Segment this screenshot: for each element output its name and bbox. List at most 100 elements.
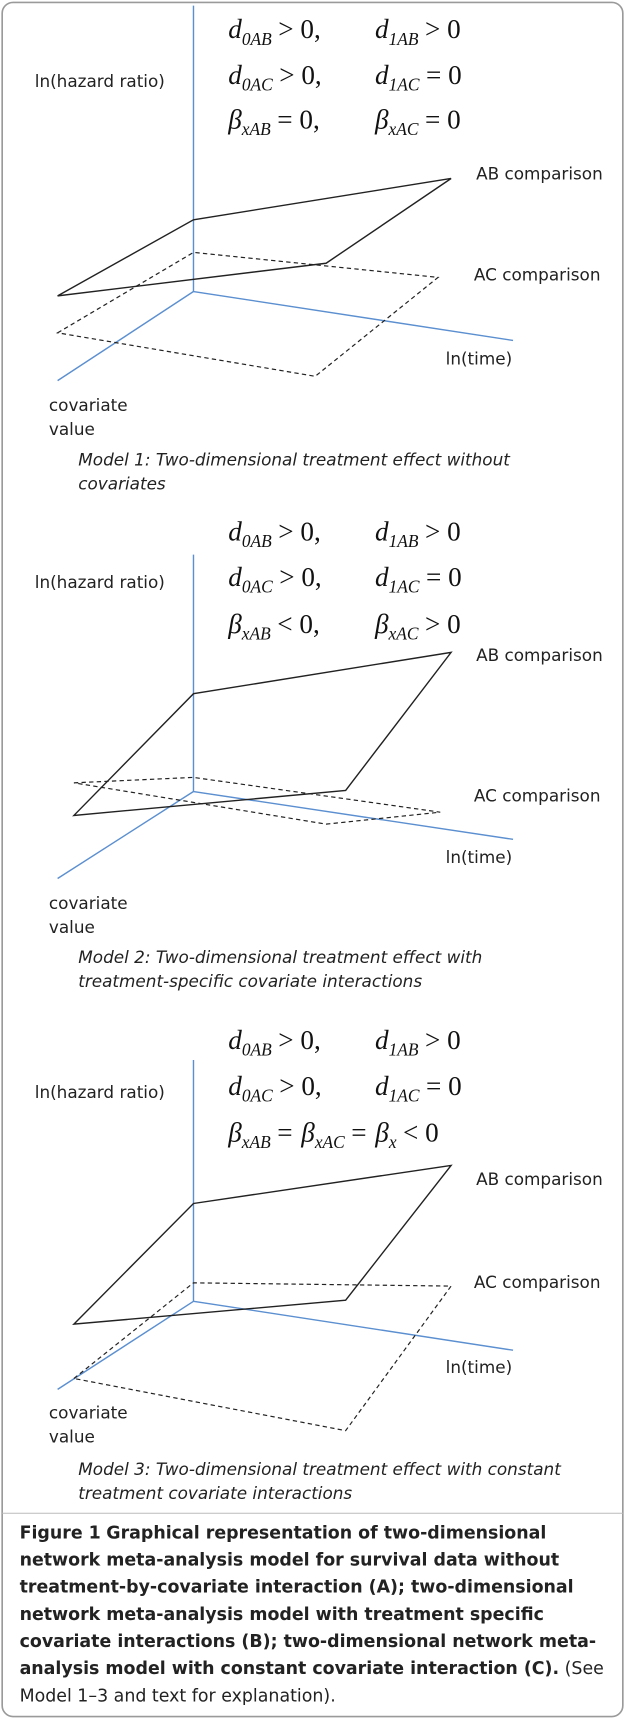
equation-relation: > 0 (425, 516, 461, 546)
equation-subscript: x (388, 1133, 397, 1152)
equation-symbol: d (375, 1025, 389, 1055)
figure-caption-bold: Graphical representation of two-dimensio… (19, 1521, 597, 1679)
plane-label: AC comparison (474, 265, 601, 285)
time-axis (193, 1300, 514, 1351)
equation-symbol: β (374, 1118, 389, 1148)
equation: d0AC > 0, d1AC = 0 (228, 60, 461, 95)
covariate-axis (57, 290, 194, 382)
equation-symbol: d (228, 60, 242, 90)
equation-symbol: d (375, 516, 389, 546)
ac-plane (55, 251, 440, 377)
y-axis-label: ln(hazard ratio) (35, 1082, 165, 1102)
equation-subscript: 1AB (389, 1041, 419, 1060)
z-axis-label: covariate (49, 1403, 128, 1423)
equation-relation: > 0, (279, 60, 321, 90)
figure-caption-box: Figure 1 Graphical representation of two… (20, 1519, 612, 1709)
plane-label: AC comparison (474, 1272, 601, 1292)
ac-plane (72, 1282, 453, 1432)
equation-subscript: 1AC (389, 75, 420, 94)
equation-subscript: 0AC (242, 1086, 273, 1105)
equation: βxAB = 0, βxAC = 0 (227, 104, 460, 139)
equation-relation: = 0 (426, 60, 462, 90)
equation-relation: = (277, 1118, 292, 1148)
equation-subscript: 1AC (389, 1086, 420, 1105)
time-axis (193, 290, 514, 342)
z-axis-label: covariate (49, 395, 128, 415)
equation-relation: > 0 (425, 609, 461, 639)
panel: ln(hazard ratio) ln(time) covariate value AB… (35, 1025, 603, 1503)
equation: βxAB < 0, βxAC > 0 (227, 609, 460, 644)
panel: ln(hazard ratio) ln(time) covariate value AB… (35, 516, 603, 991)
equation-symbol: d (375, 562, 389, 592)
ab-plane (72, 1164, 453, 1326)
x-axis-label: ln(time) (446, 1357, 513, 1377)
equation-subscript: xAB (241, 120, 271, 139)
equation: d0AB > 0, d1AB > 0 (228, 1025, 460, 1060)
equation-relation: > 0, (278, 1025, 320, 1055)
equation: d0AB > 0, d1AB > 0 (228, 14, 460, 49)
equation-subscript: xAC (388, 120, 419, 139)
equation-symbol: β (374, 609, 389, 639)
equation-subscript: 0AC (242, 75, 273, 94)
equation-subscript: 1AB (389, 532, 419, 551)
equation-symbol: d (228, 1071, 242, 1101)
equation-subscript: 1AC (389, 578, 420, 597)
equation-relation: > 0, (279, 1071, 321, 1101)
panel-caption: treatment covariate interactions (78, 1483, 352, 1503)
covariate-axis (57, 1300, 194, 1390)
z-axis-label: value (49, 1427, 95, 1447)
figure-caption: Figure 1 Graphical representation of two… (20, 1519, 612, 1709)
equation-symbol: d (375, 1071, 389, 1101)
panel: ln(hazard ratio) ln(time) covariate value AB… (35, 5, 603, 493)
equation-subscript: 0AB (242, 532, 272, 551)
covariate-axis (57, 790, 194, 880)
equation-subscript: xAB (241, 1133, 271, 1152)
plane-label: AC comparison (474, 785, 601, 805)
panel-caption: Model 3: Two-dimensional treatment effec… (78, 1459, 562, 1479)
z-axis-label: covariate (49, 893, 128, 913)
equation: d0AC > 0, d1AC = 0 (228, 1071, 461, 1106)
equation-symbol: β (374, 104, 389, 134)
equation-symbol: d (375, 60, 389, 90)
equation-relation: > 0 (425, 1025, 461, 1055)
x-axis-label: ln(time) (446, 348, 513, 368)
equation-relation: = 0, (277, 104, 319, 134)
x-axis-label: ln(time) (446, 847, 513, 867)
panel-caption: Model 2: Two-dimensional treatment effec… (78, 947, 482, 967)
equation-subscript: xAB (241, 624, 271, 643)
equation-relation: = 0 (426, 1071, 462, 1101)
equation-relation: = 0 (426, 562, 462, 592)
equation-symbol: β (300, 1118, 315, 1148)
panel-caption: treatment-specific covariate interaction… (78, 971, 422, 991)
z-axis-label: value (49, 419, 95, 439)
equation-subscript: 1AB (389, 30, 419, 49)
equation: d0AC > 0, d1AC = 0 (228, 562, 461, 597)
ac-plane (73, 776, 441, 825)
equation: d0AB > 0, d1AB > 0 (228, 516, 460, 551)
equation-relation: < 0, (277, 609, 319, 639)
plane-label: AB comparison (476, 164, 603, 184)
plane-label: AB comparison (476, 645, 603, 665)
plane-label: AB comparison (476, 1169, 603, 1189)
equation-subscript: xAC (314, 1133, 345, 1152)
equation-relation: = (351, 1118, 366, 1148)
equation-relation: = 0 (425, 104, 461, 134)
equation-symbol: d (228, 562, 242, 592)
equation-symbol: β (227, 1118, 242, 1148)
equation-relation: > 0, (279, 562, 321, 592)
equation: βxAB = βxAC = βx < 0 (227, 1118, 438, 1153)
equation-symbol: β (227, 104, 242, 134)
equation-relation: > 0 (425, 14, 461, 44)
y-axis-label: ln(hazard ratio) (35, 71, 165, 91)
equation-symbol: d (228, 516, 242, 546)
panel-caption: Model 1: Two-dimensional treatment effec… (78, 449, 511, 469)
equation-symbol: β (227, 609, 242, 639)
time-axis (193, 790, 514, 841)
ab-plane (57, 177, 452, 297)
equation-relation: < 0 (403, 1118, 439, 1148)
equation-relation: > 0, (278, 516, 320, 546)
equation-symbol: d (228, 14, 242, 44)
